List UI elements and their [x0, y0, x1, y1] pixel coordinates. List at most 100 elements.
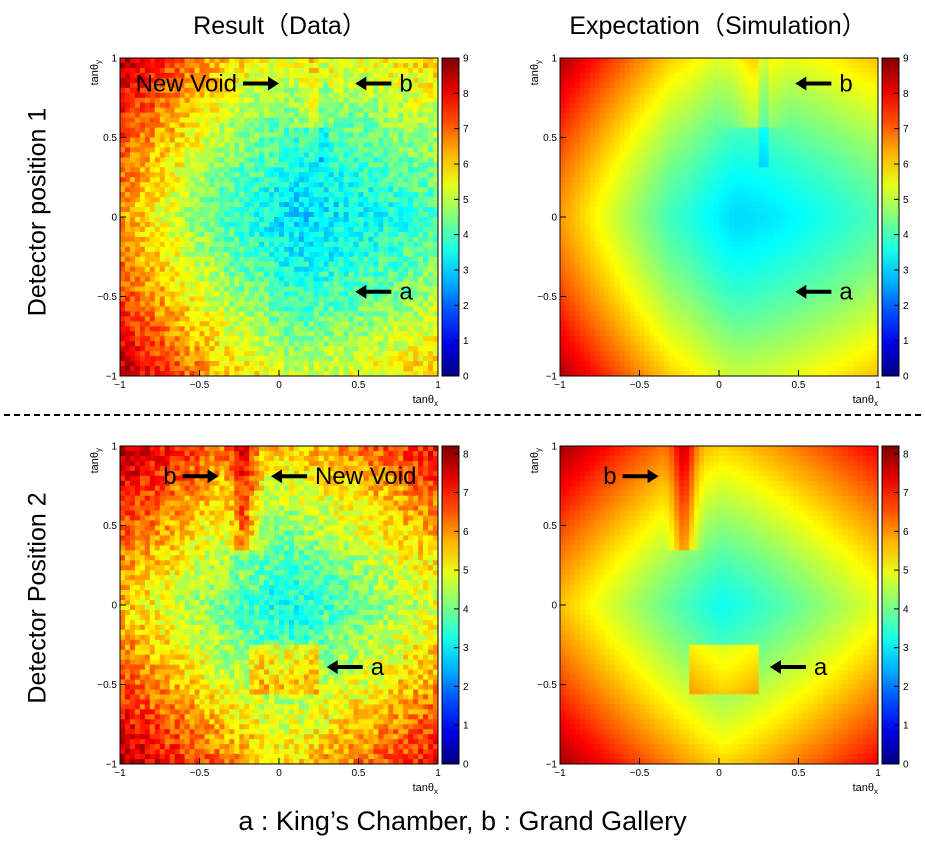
heatmap-cell — [408, 172, 414, 178]
heatmap-cell — [159, 366, 166, 372]
heatmap-cell — [159, 207, 166, 213]
heatmap-cell — [393, 167, 399, 173]
heatmap-cell — [120, 286, 126, 292]
heatmap-cell — [164, 147, 171, 153]
heatmap-cell — [704, 107, 710, 114]
heatmap-cell — [129, 331, 136, 337]
heatmap-cell — [159, 217, 166, 223]
heatmap-cell — [219, 286, 225, 292]
heatmap-cell — [269, 207, 275, 213]
heatmap-cell — [234, 77, 240, 84]
heatmap-cell — [244, 296, 250, 302]
heatmap-cell — [303, 356, 310, 362]
heatmap-cell — [179, 192, 185, 198]
heatmap-cell — [333, 132, 340, 138]
heatmap-cell — [144, 162, 151, 168]
heatmap-cell — [184, 157, 190, 163]
heatmap-cell — [793, 58, 799, 64]
heatmap-cell — [194, 276, 200, 282]
heatmap-cell — [388, 226, 394, 233]
heatmap-cell — [413, 241, 419, 248]
heatmap-cell — [129, 122, 136, 128]
heatmap-cell — [433, 72, 439, 79]
heatmap-cell — [164, 162, 171, 168]
heatmap-cell — [184, 336, 190, 342]
heatmap-cell — [368, 241, 374, 248]
heatmap-cell — [699, 92, 705, 99]
heatmap-cell — [388, 167, 394, 173]
heatmap-cell — [328, 182, 335, 188]
heatmap-cell — [214, 326, 220, 332]
heatmap-cell — [308, 306, 315, 312]
heatmap-cell — [269, 331, 275, 337]
heatmap-cell — [164, 82, 171, 89]
heatmap-cell — [144, 202, 151, 208]
heatmap-cell — [333, 182, 340, 188]
heatmap-cell — [433, 102, 439, 109]
heatmap-cell — [323, 137, 330, 143]
heatmap-cell — [333, 326, 340, 332]
heatmap-cell — [413, 316, 419, 322]
heatmap-cell — [398, 326, 404, 332]
heatmap-cell — [134, 192, 141, 198]
heatmap-cell — [318, 271, 325, 278]
heatmap-cell — [144, 356, 151, 362]
heatmap-cell — [413, 107, 419, 114]
heatmap-cell — [139, 87, 146, 94]
heatmap-cell — [264, 336, 270, 342]
heatmap-cell — [378, 67, 384, 74]
heatmap-cell — [274, 291, 280, 297]
heatmap-cell — [328, 276, 335, 282]
heatmap-cell — [574, 107, 581, 114]
heatmap-cell — [709, 67, 715, 74]
heatmap-cell — [239, 102, 245, 109]
heatmap-cell — [199, 167, 205, 173]
heatmap-cell — [803, 67, 809, 74]
heatmap-cell — [264, 256, 270, 263]
heatmap-cell — [338, 301, 344, 307]
heatmap-cell — [564, 72, 571, 79]
heatmap-cell — [709, 77, 715, 84]
heatmap-cell — [274, 316, 280, 322]
heatmap-cell — [358, 366, 364, 372]
heatmap-cell — [144, 147, 151, 153]
heatmap-cell — [353, 371, 359, 377]
heatmap-cell — [418, 366, 424, 372]
heatmap-cell — [124, 142, 131, 148]
heatmap-cell — [383, 346, 389, 352]
heatmap-cell — [224, 132, 230, 138]
heatmap-cell — [169, 356, 176, 362]
heatmap-cell — [184, 187, 190, 193]
heatmap-cell — [363, 112, 369, 119]
heatmap-cell — [768, 82, 775, 89]
heatmap-cell — [793, 72, 799, 79]
heatmap-cell — [408, 77, 414, 84]
heatmap-cell — [594, 67, 601, 74]
heatmap-cell — [139, 371, 146, 377]
heatmap-cell — [363, 62, 369, 69]
heatmap-cell — [194, 256, 200, 263]
heatmap-cell — [589, 62, 596, 69]
heatmap-cell — [264, 326, 270, 332]
heatmap-cell — [179, 356, 185, 362]
heatmap-cell — [373, 117, 379, 123]
heatmap-cell — [388, 371, 394, 377]
heatmap-cell — [194, 202, 200, 208]
heatmap-cell — [154, 112, 161, 119]
heatmap-cell — [283, 212, 290, 218]
heatmap-cell — [234, 336, 240, 342]
heatmap-cell — [129, 72, 136, 79]
heatmap-cell — [149, 157, 156, 163]
heatmap-cell — [758, 117, 765, 123]
heatmap-cell — [144, 351, 151, 357]
heatmap-cell — [279, 311, 285, 317]
heatmap-cell — [803, 107, 809, 114]
heatmap-cell — [798, 92, 804, 99]
heatmap-cell — [149, 82, 156, 89]
heatmap-cell — [333, 82, 340, 89]
heatmap-cell — [694, 87, 700, 94]
heatmap-cell — [858, 92, 864, 99]
heatmap-cell — [348, 266, 354, 273]
heatmap-cell — [733, 87, 740, 94]
heatmap-cell — [120, 202, 126, 208]
